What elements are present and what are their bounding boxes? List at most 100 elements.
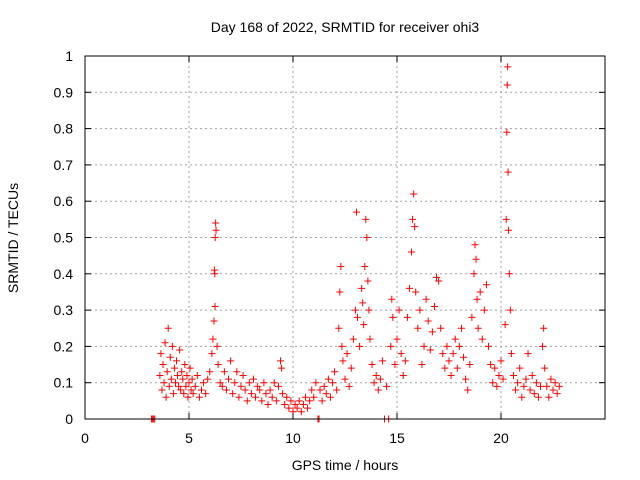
data-point xyxy=(193,371,201,379)
data-point xyxy=(389,313,397,321)
data-point xyxy=(553,390,561,398)
data-point xyxy=(162,393,170,401)
data-point xyxy=(493,382,501,390)
data-point xyxy=(237,382,245,390)
data-point xyxy=(188,375,196,383)
data-point xyxy=(175,382,183,390)
data-point xyxy=(272,397,280,405)
data-point xyxy=(485,342,493,350)
data-point xyxy=(512,386,520,394)
y-tick-label: 0.3 xyxy=(54,302,74,318)
data-point xyxy=(520,382,528,390)
data-point xyxy=(504,226,512,234)
data-point xyxy=(439,350,447,358)
data-point xyxy=(297,408,305,416)
data-point xyxy=(320,382,328,390)
data-point xyxy=(516,364,524,372)
data-point xyxy=(507,350,515,358)
data-point xyxy=(231,379,239,387)
data-point xyxy=(541,364,549,372)
data-point xyxy=(393,335,401,343)
data-point xyxy=(166,353,174,361)
data-point xyxy=(466,361,474,369)
data-point xyxy=(399,371,407,379)
data-point xyxy=(430,302,438,310)
data-point xyxy=(299,400,307,408)
data-point xyxy=(530,390,538,398)
data-point xyxy=(356,342,364,350)
axis-ticks: 0 5 10 15 20 0 0.1 0.2 0.3 0.4 0.5 0.6 0.7 0.8 0.9 1 xyxy=(54,48,605,446)
data-point xyxy=(243,397,251,405)
data-point xyxy=(478,335,486,343)
data-point xyxy=(395,306,403,314)
data-point xyxy=(291,400,299,408)
data-point xyxy=(239,371,247,379)
data-point xyxy=(437,324,445,332)
data-point xyxy=(489,379,497,387)
data-point xyxy=(370,379,378,387)
data-point xyxy=(504,168,512,176)
data-point xyxy=(220,368,228,376)
data-point xyxy=(499,375,507,383)
data-point xyxy=(293,404,301,412)
data-point xyxy=(165,382,173,390)
data-point xyxy=(428,328,436,336)
data-point xyxy=(177,386,185,394)
data-point xyxy=(262,390,270,398)
data-point xyxy=(214,361,222,369)
x-axis-label: GPS time / hours xyxy=(292,457,399,473)
data-point xyxy=(545,393,553,401)
data-point xyxy=(295,397,303,405)
data-point xyxy=(457,324,465,332)
data-point xyxy=(524,350,532,358)
data-point xyxy=(416,306,424,314)
data-point xyxy=(349,335,357,343)
data-point xyxy=(473,295,481,303)
data-point xyxy=(169,390,177,398)
data-point xyxy=(212,226,220,234)
data-point xyxy=(168,342,176,350)
y-tick-label: 0.7 xyxy=(54,157,74,173)
data-point xyxy=(376,375,384,383)
data-point xyxy=(189,390,197,398)
data-point xyxy=(443,342,451,350)
data-point xyxy=(331,368,339,376)
data-point xyxy=(252,393,260,401)
data-point xyxy=(213,342,221,350)
y-tick-label: 0.9 xyxy=(54,84,74,100)
data-point xyxy=(337,263,345,271)
data-point xyxy=(426,346,434,354)
data-point xyxy=(316,386,324,394)
data-point xyxy=(471,241,479,249)
data-point xyxy=(183,371,191,379)
x-tick-label: 15 xyxy=(389,430,405,446)
data-point xyxy=(200,379,208,387)
y-tick-label: 0 xyxy=(65,411,73,427)
data-point xyxy=(179,375,187,383)
data-point xyxy=(222,386,230,394)
data-point xyxy=(534,393,542,401)
data-point xyxy=(422,295,430,303)
data-point xyxy=(470,270,478,278)
data-point xyxy=(453,364,461,372)
x-tick-label: 20 xyxy=(493,430,509,446)
data-point xyxy=(260,379,268,387)
data-point xyxy=(186,364,194,372)
data-point xyxy=(208,350,216,358)
data-point xyxy=(225,375,233,383)
data-point xyxy=(383,382,391,390)
data-point xyxy=(341,375,349,383)
data-point xyxy=(227,357,235,365)
data-point xyxy=(551,379,559,387)
data-point xyxy=(326,393,334,401)
data-point xyxy=(256,386,264,394)
data-point xyxy=(184,393,192,401)
data-point xyxy=(156,371,164,379)
data-point xyxy=(353,313,361,321)
data-point xyxy=(335,324,343,332)
data-point xyxy=(378,357,386,365)
data-point xyxy=(336,288,344,296)
x-tick-label: 0 xyxy=(81,430,89,446)
data-point xyxy=(161,339,169,347)
